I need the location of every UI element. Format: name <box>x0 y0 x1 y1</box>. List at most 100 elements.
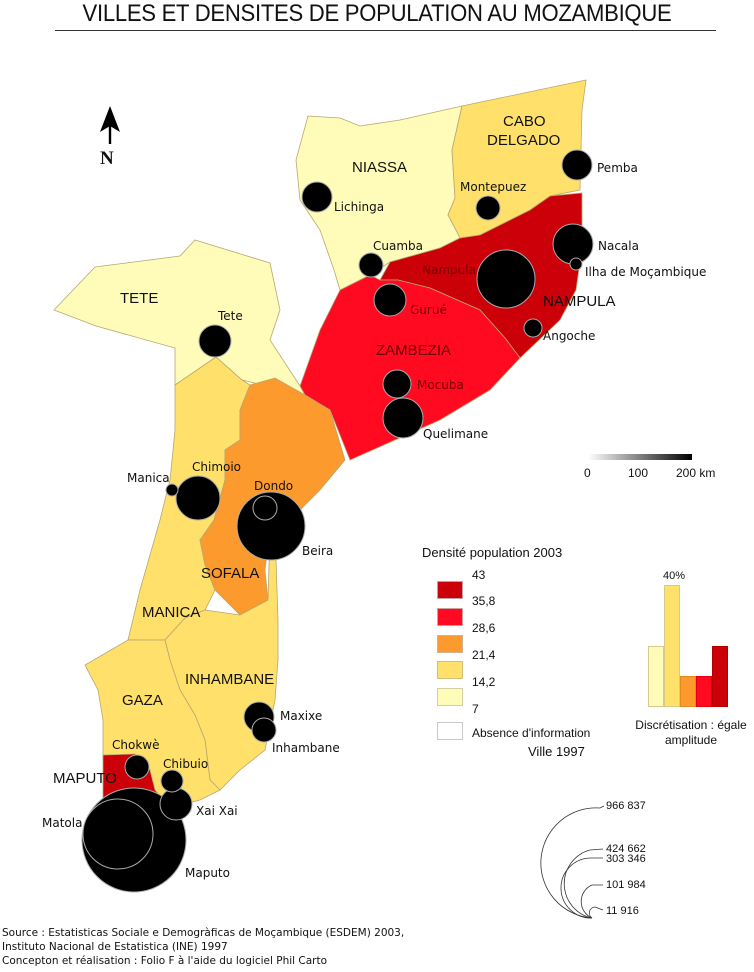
province-label-inhambane: INHAMBANE <box>185 671 274 688</box>
city-label-quelimane: Quelimane <box>423 427 488 441</box>
city-label-manica: Manica <box>127 471 170 485</box>
city-circle-dondo <box>252 495 278 521</box>
province-label-niassa: NIASSA <box>352 159 407 176</box>
prop-value-11916: 11 916 <box>606 905 639 917</box>
city-circle-lichinga <box>301 181 333 213</box>
legend-threshold-35-8: 35,8 <box>472 594 496 608</box>
density-histogram <box>648 584 728 707</box>
city-label-montepuez: Montepuez <box>460 180 526 194</box>
province-label-tete: TETE <box>120 290 158 307</box>
histogram-bar-class-5 <box>712 646 728 707</box>
city-circle-gurue <box>373 283 407 317</box>
city-circle-angoche <box>523 318 543 338</box>
discretisation-line-1: Discrétisation : égale <box>635 718 747 732</box>
city-circle-chokwe <box>124 754 150 780</box>
scale-label-200: 200 km <box>676 466 716 480</box>
legend-swatch-no-data <box>437 722 463 740</box>
city-label-tete: Tete <box>217 309 243 323</box>
city-circle-matola <box>82 798 154 870</box>
province-tete <box>53 239 306 396</box>
province-label-manica: MANICA <box>142 604 200 621</box>
city-circle-tete <box>198 324 232 358</box>
city-label-ilha: Ilha de Moçambique <box>585 265 706 279</box>
province-label-zambezia: ZAMBEZIA <box>376 342 451 359</box>
legend-threshold-21-4: 21,4 <box>472 648 496 662</box>
source-credits: Source : Estatisticas Sociale e Demogràf… <box>2 926 404 968</box>
city-label-pemba: Pemba <box>597 161 638 175</box>
histogram-bar-class-2 <box>664 585 680 707</box>
histogram-bar-class-1 <box>648 646 664 707</box>
scale-label-100: 100 <box>628 466 649 480</box>
city-circle-xai-xai <box>159 787 193 821</box>
city-label-inhambane: Inhambane <box>272 741 340 755</box>
city-circle-nacala <box>552 223 594 265</box>
histogram-peak-label: 40% <box>663 570 686 582</box>
city-label-nampula: Nampula <box>422 263 476 277</box>
legend-swatch-class-1 <box>437 688 463 706</box>
discretisation-caption: Discrétisation : égale amplitude <box>632 718 750 748</box>
province-label-cabo-delgado-1: CABO <box>503 113 546 130</box>
legend-threshold-28-6: 28,6 <box>472 621 496 635</box>
legend-swatch-class-3 <box>437 635 463 653</box>
legend-threshold-43: 43 <box>472 568 486 582</box>
prop-value-424662: 424 662 <box>606 843 646 855</box>
north-label: N <box>100 148 114 169</box>
city-circle-manica <box>165 483 179 497</box>
province-label-nampula: NAMPULA <box>543 293 616 310</box>
province-label-gaza: GAZA <box>122 692 163 709</box>
city-label-nacala: Nacala <box>598 239 639 253</box>
city-label-xai-xai: Xai Xai <box>196 804 238 818</box>
province-label-maputo: MAPUTO <box>53 770 117 787</box>
city-circle-ilha <box>569 257 583 271</box>
legend-threshold-7: 7 <box>472 702 479 716</box>
legend-swatch-class-4 <box>437 608 463 626</box>
city-circle-nampula <box>476 249 536 309</box>
source-line-2: Instituto Nacional de Estatistica (INE) … <box>2 941 228 953</box>
city-label-matola: Matola <box>42 816 82 830</box>
source-line-1: Source : Estatisticas Sociale e Demogràf… <box>2 927 405 939</box>
city-label-maxixe: Maxixe <box>280 709 322 723</box>
legend-swatch-class-2 <box>437 661 463 679</box>
histogram-bar-class-4 <box>696 676 712 707</box>
province-label-cabo-delgado-2: DELGADO <box>487 132 560 149</box>
city-label-lichinga: Lichinga <box>334 200 384 214</box>
city-circle-mocuba <box>382 369 412 399</box>
histogram-bar-class-3 <box>680 676 696 707</box>
legend-no-data-label: Absence d'information <box>472 726 591 740</box>
city-circle-chimoio <box>175 475 221 521</box>
prop-value-101984: 101 984 <box>606 879 646 891</box>
city-label-dondo: Dondo <box>254 479 293 493</box>
prop-value-303346: 303 346 <box>606 853 646 865</box>
city-label-gurue: Gurué <box>410 303 447 317</box>
city-label-angoche: Angoche <box>543 329 595 343</box>
city-label-chibuio: Chibuio <box>163 757 208 771</box>
legend-swatch-class-5 <box>437 581 463 599</box>
title-underline <box>55 30 716 31</box>
prop-value-966837: 966 837 <box>606 800 646 812</box>
city-circle-pemba <box>561 149 593 181</box>
proportional-symbol-legend <box>540 805 605 919</box>
province-label-sofala: SOFALA <box>201 565 259 582</box>
city-label-chimoio: Chimoio <box>192 460 241 474</box>
city-circle-montepuez <box>475 195 501 221</box>
discretisation-line-2: amplitude <box>664 733 718 747</box>
north-arrow-icon <box>100 106 120 144</box>
city-label-maputo: Maputo <box>185 866 230 880</box>
legend-threshold-14-2: 14,2 <box>472 675 496 689</box>
city-label-cuamba: Cuamba <box>373 239 423 253</box>
density-legend-title: Densité population 2003 <box>422 545 563 560</box>
city-label-mocuba: Mocuba <box>417 378 464 392</box>
city-circle-inhambane <box>251 717 277 743</box>
province-zambezia <box>299 274 521 461</box>
scale-label-0: 0 <box>584 466 591 480</box>
city-circle-quelimane <box>382 397 424 439</box>
city-circle-cuamba <box>358 252 384 278</box>
scale-bar <box>588 454 692 460</box>
city-label-beira: Beira <box>302 544 333 558</box>
city-label-chokwe: Chokwè <box>112 738 159 752</box>
map-title: VILLES ET DENSITES DE POPULATION AU MOZA… <box>82 0 672 27</box>
city-circle-chibuio <box>160 769 184 793</box>
source-line-3: Concepton et réalisation : Folio F à l'a… <box>2 955 328 967</box>
city-legend-title: Ville 1997 <box>528 744 585 759</box>
